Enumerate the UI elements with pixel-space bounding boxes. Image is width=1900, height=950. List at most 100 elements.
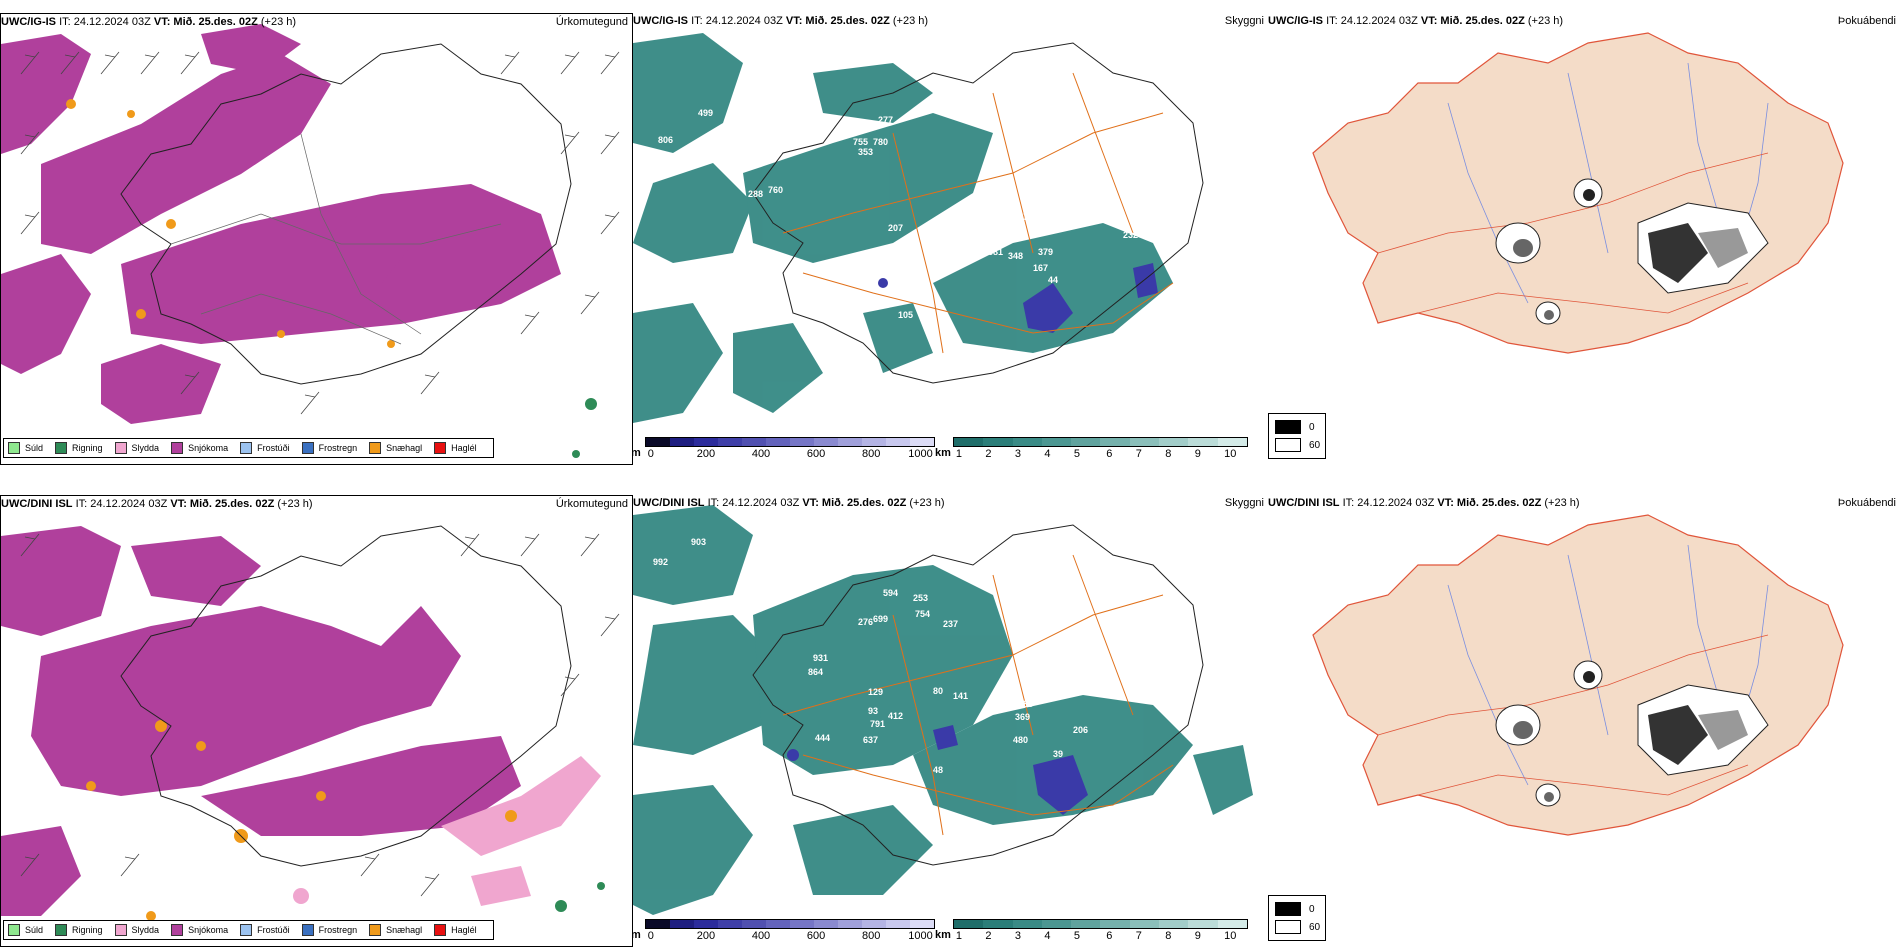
legend-item: Rigning — [55, 442, 103, 454]
cloud-base-areas — [787, 725, 1088, 815]
visibility-value-label: 316 — [1008, 226, 1023, 236]
visibility-ticks: 1 2 3 4 5 6 7 8 9 10 — [953, 929, 1248, 943]
visibility-value-label: 637 — [863, 735, 878, 745]
visibility-value-label: 760 — [768, 185, 783, 195]
valid-time: Mið. 25.des. 02Z — [173, 16, 258, 28]
legend-item: Slydda — [114, 924, 159, 936]
legend-item: Súld — [8, 442, 43, 454]
cloud-base-unit: m — [633, 929, 641, 941]
visibility-unit: km — [935, 929, 951, 941]
visibility-value-label: 849 — [843, 297, 858, 307]
visibility-bar — [953, 437, 1248, 447]
cloud-base-colorbar: 0 200 400 600 800 1000 m — [633, 919, 935, 943]
visibility-value-label: 129 — [868, 687, 883, 697]
tick-label: 6 — [1106, 930, 1113, 942]
roads — [782, 72, 1174, 354]
visibility-value-label: 197 — [1013, 212, 1028, 222]
roads — [170, 133, 502, 345]
cloud-base-unit: m — [633, 447, 641, 459]
tick-label: 800 — [862, 930, 881, 942]
visibility-value-label: 212 — [1133, 220, 1148, 230]
panel-header: UWC/IG-IS IT: 24.12.2024 03Z VT: Mið. 25… — [1, 14, 632, 30]
visibility-value-label: 105 — [898, 310, 913, 320]
cloud-base-bar — [645, 437, 935, 447]
init-time: IT: 24.12.2024 03Z — [59, 16, 151, 28]
tick-label: 6 — [1106, 448, 1113, 460]
tick-label: 5 — [1073, 930, 1080, 942]
visibility-value-label: 348 — [1008, 251, 1023, 261]
panel-title: Skyggni — [1224, 15, 1264, 27]
model-name: UWC/IG-IS — [1, 16, 56, 28]
visibility-value-label: 141 — [953, 691, 968, 701]
cloud-base-colorbar: 0 200 400 600 800 1000 m — [633, 437, 935, 461]
iceland-outline — [752, 524, 1204, 866]
tick-label: 1 — [955, 930, 962, 942]
visibility-value-label: 93 — [868, 706, 878, 716]
visibility-labels: 903 992 616 594 253 754 276 699 237 931 864 129 80 14… — [653, 537, 1088, 775]
cloud-base-areas — [878, 263, 1158, 333]
model-name: UWC/DINI ISL — [1268, 497, 1340, 509]
visibility-value-label: 369 — [1015, 712, 1030, 722]
visibility-bar — [953, 919, 1248, 929]
visibility-colorbar: 1 2 3 4 5 6 7 8 9 10 km — [935, 919, 1248, 943]
tick-label: 2 — [985, 930, 992, 942]
valid-prefix: VT: — [170, 498, 187, 510]
lead-time: (+23 h) — [260, 16, 297, 28]
fog-legend-value: 60 — [1309, 921, 1321, 933]
legend-item: Frostregn — [301, 924, 357, 936]
valid-prefix: VT: — [153, 16, 171, 28]
visibility-value-label: 283 — [1018, 699, 1033, 709]
visibility-value-label: 379 — [1038, 247, 1053, 257]
fog-legend-value: 60 — [1309, 439, 1321, 451]
iceland-outline — [120, 525, 572, 867]
valid-prefix: VT: — [802, 497, 819, 509]
tick-label: 8 — [1165, 448, 1172, 460]
visibility-colorbar: 1 2 3 4 5 6 7 8 9 10 km — [935, 437, 1248, 461]
tick-label: 3 — [1014, 930, 1021, 942]
visibility-value-label: 288 — [748, 189, 763, 199]
tick-label: 9 — [1194, 930, 1201, 942]
visibility-value-label: 48 — [933, 765, 943, 775]
tick-label: 1000 — [908, 930, 933, 942]
valid-time: Mið. 25.des. 02Z — [805, 15, 890, 27]
init-time: IT: 24.12.2024 03Z — [691, 15, 783, 27]
legend-item: Haglél — [434, 924, 477, 936]
rain-spots — [572, 398, 597, 458]
visibility-value-label: 903 — [691, 537, 706, 547]
fog-legend: 0 60 — [1268, 413, 1326, 459]
lead-time: (+23 h) — [1527, 15, 1564, 27]
panel-header: UWC/IG-IS IT: 24.12.2024 03Z VT: Mið. 25… — [633, 13, 1268, 29]
fog-roads — [1377, 152, 1769, 314]
rain-spots — [555, 882, 605, 912]
valid-time: Mið. 25.des. 02Z — [1456, 497, 1542, 509]
visibility-value-label: 806 — [658, 135, 673, 145]
visibility-value-label: 499 — [698, 108, 713, 118]
tick-label: 400 — [751, 448, 771, 460]
visibility-value-label: 80 — [933, 686, 943, 696]
fog-areas — [1495, 178, 1769, 325]
tick-label: 9 — [1194, 448, 1201, 460]
visibility-ticks: 1 2 3 4 5 6 7 8 9 10 — [953, 447, 1248, 461]
valid-prefix: VT: — [1437, 497, 1454, 509]
panel-header: UWC/DINI ISL IT: 24.12.2024 03Z VT: Mið.… — [633, 495, 1268, 511]
init-time: IT: 24.12.2024 03Z — [707, 497, 800, 509]
panel-header: UWC/DINI ISL IT: 24.12.2024 03Z VT: Mið.… — [1268, 495, 1900, 511]
visibility-value-label: 353 — [858, 147, 873, 157]
lead-time: (+23 h) — [909, 497, 945, 509]
visibility-value-label: 864 — [808, 667, 823, 677]
legend-item: Slydda — [114, 442, 159, 454]
fog-legend-value: 0 — [1309, 903, 1315, 915]
roads — [782, 554, 1174, 836]
visibility-value-label: 207 — [888, 223, 903, 233]
legend-item: Snjókoma — [171, 442, 228, 454]
tick-label: 200 — [696, 448, 716, 460]
visibility-value-label: 237 — [943, 619, 958, 629]
visibility-value-label: 699 — [873, 614, 888, 624]
tick-label: 600 — [806, 448, 826, 460]
cloud-base-bar — [645, 919, 935, 929]
precip-map-bottom — [1, 525, 620, 921]
visibility-value-label: 992 — [653, 557, 668, 567]
legend-item: Frostúði — [240, 442, 290, 454]
